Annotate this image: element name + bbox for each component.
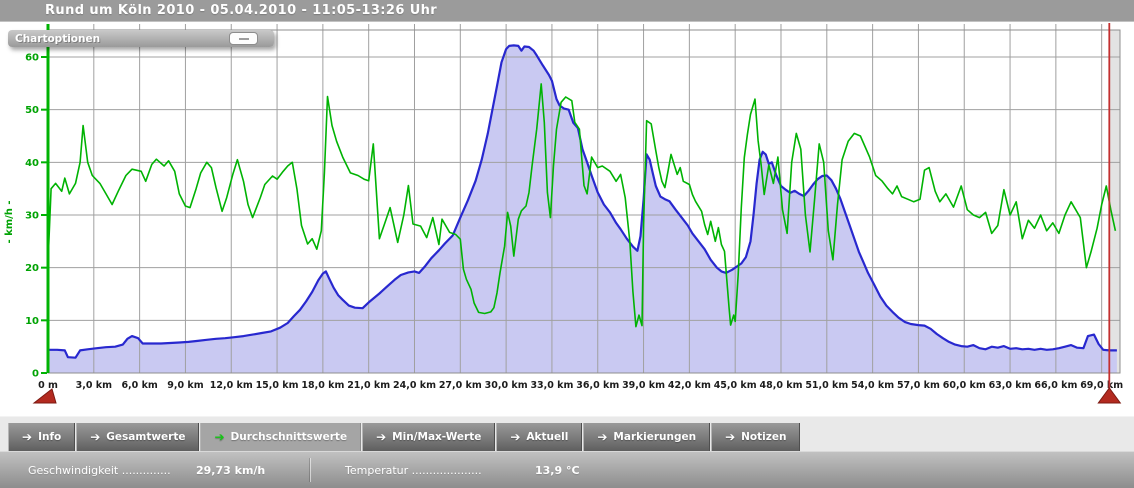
svg-text:57,0 km: 57,0 km bbox=[897, 380, 940, 391]
svg-text:39,0 km: 39,0 km bbox=[622, 380, 665, 391]
tab-bar: ➔ Info ➔ Gesamtwerte ➔ Durchschnittswert… bbox=[0, 423, 1134, 451]
svg-text:69,0 km: 69,0 km bbox=[1080, 380, 1123, 391]
divider-strip bbox=[0, 416, 1134, 423]
title-bar: Rund um Köln 2010 - 05.04.2010 - 11:05-1… bbox=[0, 0, 1134, 22]
minimize-panel-button[interactable] bbox=[229, 32, 258, 45]
tab-label: Markierungen bbox=[613, 431, 697, 443]
svg-text:12,0 km: 12,0 km bbox=[210, 380, 253, 391]
svg-text:48,0 km: 48,0 km bbox=[760, 380, 803, 391]
svg-text:66,0 km: 66,0 km bbox=[1034, 380, 1077, 391]
tab-arrow-icon: ➔ bbox=[90, 430, 101, 444]
status-value: 29,73 km/h bbox=[196, 463, 266, 477]
tab-gesamtwerte[interactable]: ➔ Gesamtwerte bbox=[76, 423, 200, 451]
tab-minmax-werte[interactable]: ➔ Min/Max-Werte bbox=[362, 423, 496, 451]
svg-text:30: 30 bbox=[25, 211, 39, 222]
svg-text:18,0 km: 18,0 km bbox=[301, 380, 344, 391]
tab-info[interactable]: ➔ Info bbox=[8, 423, 76, 451]
tab-label: Durchschnittswerte bbox=[230, 431, 348, 443]
tab-label: Notizen bbox=[741, 431, 787, 443]
chart-options-panel: Chartoptionen bbox=[8, 30, 274, 47]
status-label: Geschwindigkeit .............. bbox=[28, 463, 171, 477]
tab-label: Info bbox=[38, 431, 62, 443]
tab-arrow-icon: ➔ bbox=[214, 430, 225, 444]
status-value: 13,9 °C bbox=[535, 463, 580, 477]
svg-text:60: 60 bbox=[25, 53, 39, 64]
svg-text:- km/h -: - km/h - bbox=[4, 200, 15, 243]
tab-durchschnittswerte[interactable]: ➔ Durchschnittswerte bbox=[200, 423, 362, 451]
svg-text:3,0 km: 3,0 km bbox=[76, 380, 112, 391]
svg-text:33,0 km: 33,0 km bbox=[530, 380, 573, 391]
svg-text:21,0 km: 21,0 km bbox=[347, 380, 390, 391]
status-bar: Geschwindigkeit .............. 29,73 km/… bbox=[0, 451, 1134, 488]
tab-label: Aktuell bbox=[526, 431, 569, 443]
tab-arrow-icon: ➔ bbox=[725, 430, 736, 444]
chart-options-title: Chartoptionen bbox=[15, 32, 101, 45]
tab-markierungen[interactable]: ➔ Markierungen bbox=[583, 423, 711, 451]
svg-text:0 m: 0 m bbox=[38, 380, 58, 391]
svg-text:42,0 km: 42,0 km bbox=[668, 380, 711, 391]
svg-text:6,0 km: 6,0 km bbox=[121, 380, 157, 391]
svg-text:51,0 km: 51,0 km bbox=[805, 380, 848, 391]
tab-arrow-icon: ➔ bbox=[376, 430, 387, 444]
svg-text:50: 50 bbox=[25, 105, 39, 116]
svg-text:20: 20 bbox=[25, 263, 39, 274]
status-field-temperatur: Temperatur .................... 13,9 °C bbox=[345, 464, 580, 477]
svg-text:40: 40 bbox=[25, 158, 39, 169]
tab-aktuell[interactable]: ➔ Aktuell bbox=[496, 423, 583, 451]
svg-text:15,0 km: 15,0 km bbox=[256, 380, 299, 391]
svg-text:0: 0 bbox=[32, 369, 39, 380]
tab-arrow-icon: ➔ bbox=[510, 430, 521, 444]
svg-text:45,0 km: 45,0 km bbox=[714, 380, 757, 391]
tab-label: Min/Max-Werte bbox=[392, 431, 482, 443]
svg-text:63,0 km: 63,0 km bbox=[989, 380, 1032, 391]
tab-arrow-icon: ➔ bbox=[597, 430, 608, 444]
tab-notizen[interactable]: ➔ Notizen bbox=[711, 423, 801, 451]
svg-text:9,0 km: 9,0 km bbox=[167, 380, 203, 391]
speed-profile-chart[interactable]: 0 10 20 30 40 50 60 - km/h - 0 m 3,0 km 6,0 km 9,0 … bbox=[0, 22, 1134, 416]
svg-text:30,0 km: 30,0 km bbox=[485, 380, 528, 391]
status-label: Temperatur .................... bbox=[345, 463, 482, 477]
status-divider bbox=[310, 458, 311, 482]
svg-text:60,0 km: 60,0 km bbox=[943, 380, 986, 391]
tab-label: Gesamtwerte bbox=[106, 431, 186, 443]
svg-text:36,0 km: 36,0 km bbox=[576, 380, 619, 391]
svg-text:10: 10 bbox=[25, 316, 39, 327]
svg-text:24,0 km: 24,0 km bbox=[393, 380, 436, 391]
chart-region: 0 10 20 30 40 50 60 - km/h - 0 m 3,0 km 6,0 km 9,0 … bbox=[0, 22, 1134, 416]
tab-arrow-icon: ➔ bbox=[22, 430, 33, 444]
svg-text:27,0 km: 27,0 km bbox=[439, 380, 482, 391]
svg-text:54,0 km: 54,0 km bbox=[851, 380, 894, 391]
window-title: Rund um Köln 2010 - 05.04.2010 - 11:05-1… bbox=[45, 3, 438, 18]
status-field-geschwindigkeit: Geschwindigkeit .............. 29,73 km/… bbox=[28, 464, 310, 477]
